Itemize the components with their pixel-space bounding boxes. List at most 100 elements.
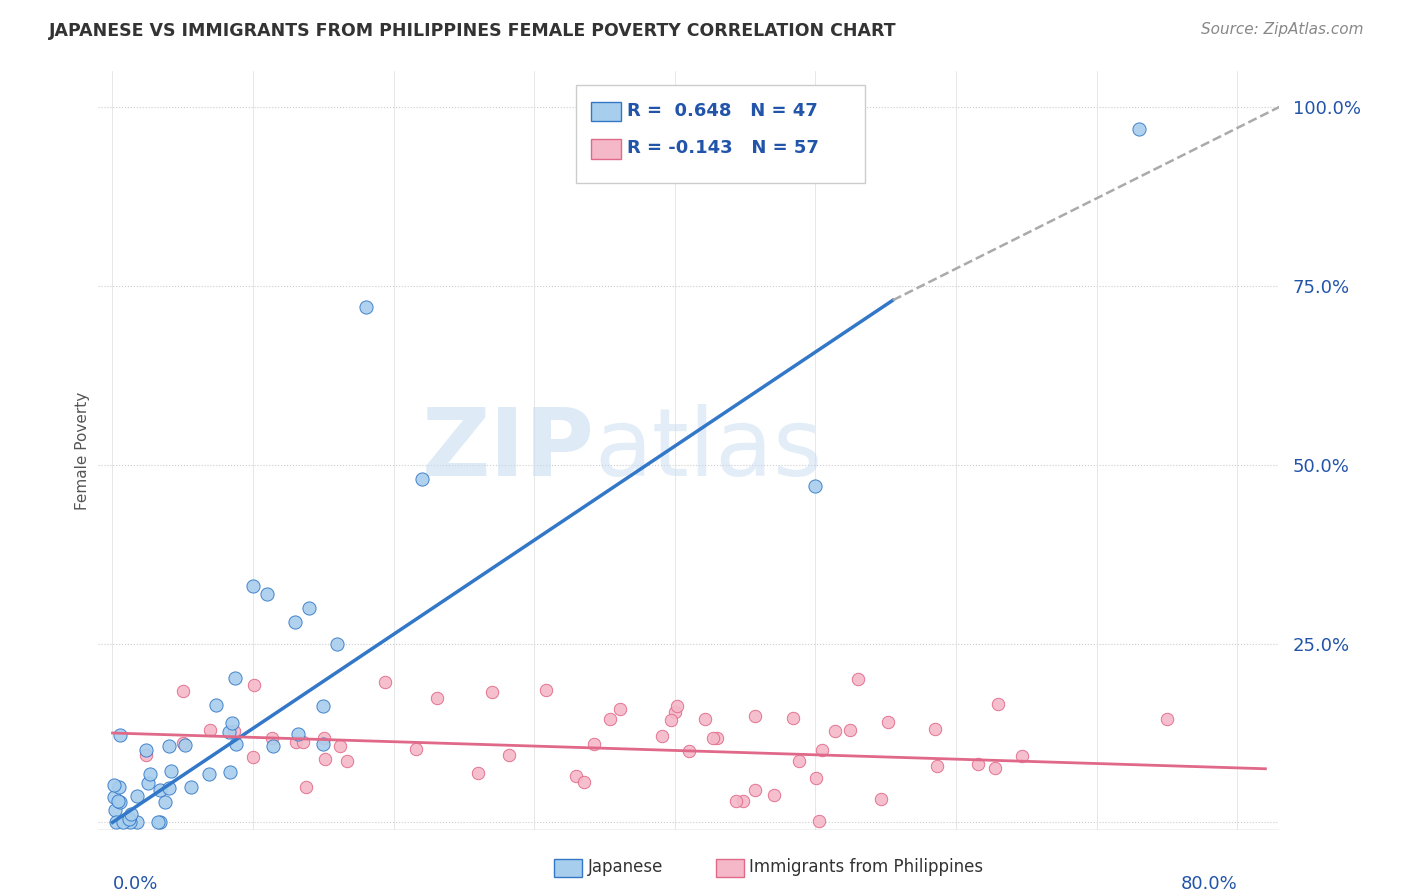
Point (666, 698, 689, 713)
Point (225, 737, 247, 751)
Point (876, 715, 898, 730)
Point (693, 712, 716, 726)
Point (139, 767, 162, 781)
Point (108, 729, 131, 743)
Point (136, 776, 159, 790)
Point (326, 637, 349, 651)
Point (146, 815, 169, 830)
Point (198, 723, 221, 737)
Y-axis label: Female Poverty: Female Poverty (75, 392, 90, 509)
Text: R =  0.648   N = 47: R = 0.648 N = 47 (627, 102, 818, 120)
Point (846, 673, 869, 687)
Point (312, 737, 335, 751)
Point (262, 739, 284, 753)
Point (112, 815, 135, 830)
Point (172, 684, 194, 698)
Point (218, 724, 240, 739)
Point (811, 743, 834, 757)
Point (664, 705, 686, 719)
Point (659, 713, 682, 727)
Point (924, 722, 946, 736)
Point (180, 780, 202, 794)
Point (157, 781, 180, 796)
Point (118, 813, 141, 827)
Point (1011, 748, 1033, 763)
Point (967, 756, 990, 771)
Point (374, 674, 396, 689)
Point (706, 731, 728, 746)
Point (782, 710, 804, 724)
Point (609, 702, 631, 716)
Point (329, 739, 352, 754)
Point (314, 752, 336, 766)
Text: ZIP: ZIP (422, 404, 595, 497)
Point (806, 771, 828, 785)
Point (702, 731, 724, 745)
Point (120, 815, 142, 830)
Point (498, 747, 520, 762)
Point (426, 691, 449, 706)
Point (838, 723, 860, 737)
Point (298, 600, 321, 615)
Point (870, 792, 893, 806)
Point (804, 479, 827, 493)
Point (536, 683, 558, 698)
Point (405, 742, 427, 756)
Point (242, 749, 264, 764)
Text: Japanese: Japanese (588, 858, 664, 876)
Point (198, 766, 221, 780)
Point (103, 789, 125, 804)
Point (678, 744, 700, 758)
Point (103, 778, 125, 792)
Point (312, 699, 335, 714)
Point (284, 615, 307, 629)
Point (984, 761, 1007, 775)
Point (135, 747, 157, 762)
Point (807, 814, 830, 828)
Point (295, 780, 318, 794)
Point (336, 754, 359, 768)
Point (219, 765, 242, 780)
Point (763, 788, 786, 802)
Text: 0.0%: 0.0% (112, 875, 157, 892)
Point (108, 795, 131, 809)
Point (260, 731, 283, 745)
Point (925, 758, 948, 772)
Point (787, 755, 810, 769)
Point (744, 708, 766, 723)
Point (256, 586, 278, 600)
Point (565, 769, 588, 783)
Point (148, 782, 170, 797)
Text: R = -0.143   N = 57: R = -0.143 N = 57 (627, 139, 818, 157)
Point (135, 743, 157, 757)
Point (599, 712, 621, 726)
Point (987, 698, 1010, 712)
Point (824, 723, 846, 738)
Point (651, 729, 673, 743)
Point (574, 774, 596, 789)
Point (127, 815, 149, 830)
Point (149, 815, 172, 830)
Point (157, 739, 180, 753)
Text: 80.0%: 80.0% (1181, 875, 1237, 892)
Point (467, 765, 489, 780)
Point (314, 731, 336, 745)
Point (291, 734, 314, 748)
Point (744, 782, 766, 797)
Point (153, 795, 176, 809)
Point (204, 698, 226, 713)
Point (354, 301, 377, 315)
Point (118, 812, 141, 826)
Point (731, 794, 754, 808)
Point (1128, 121, 1150, 136)
Point (284, 735, 307, 749)
Point (172, 736, 194, 750)
Point (224, 723, 246, 738)
Point (724, 794, 747, 808)
Point (120, 806, 142, 821)
Point (582, 737, 605, 751)
Point (481, 685, 503, 699)
Point (104, 803, 127, 817)
Point (287, 726, 309, 740)
Point (125, 789, 148, 803)
